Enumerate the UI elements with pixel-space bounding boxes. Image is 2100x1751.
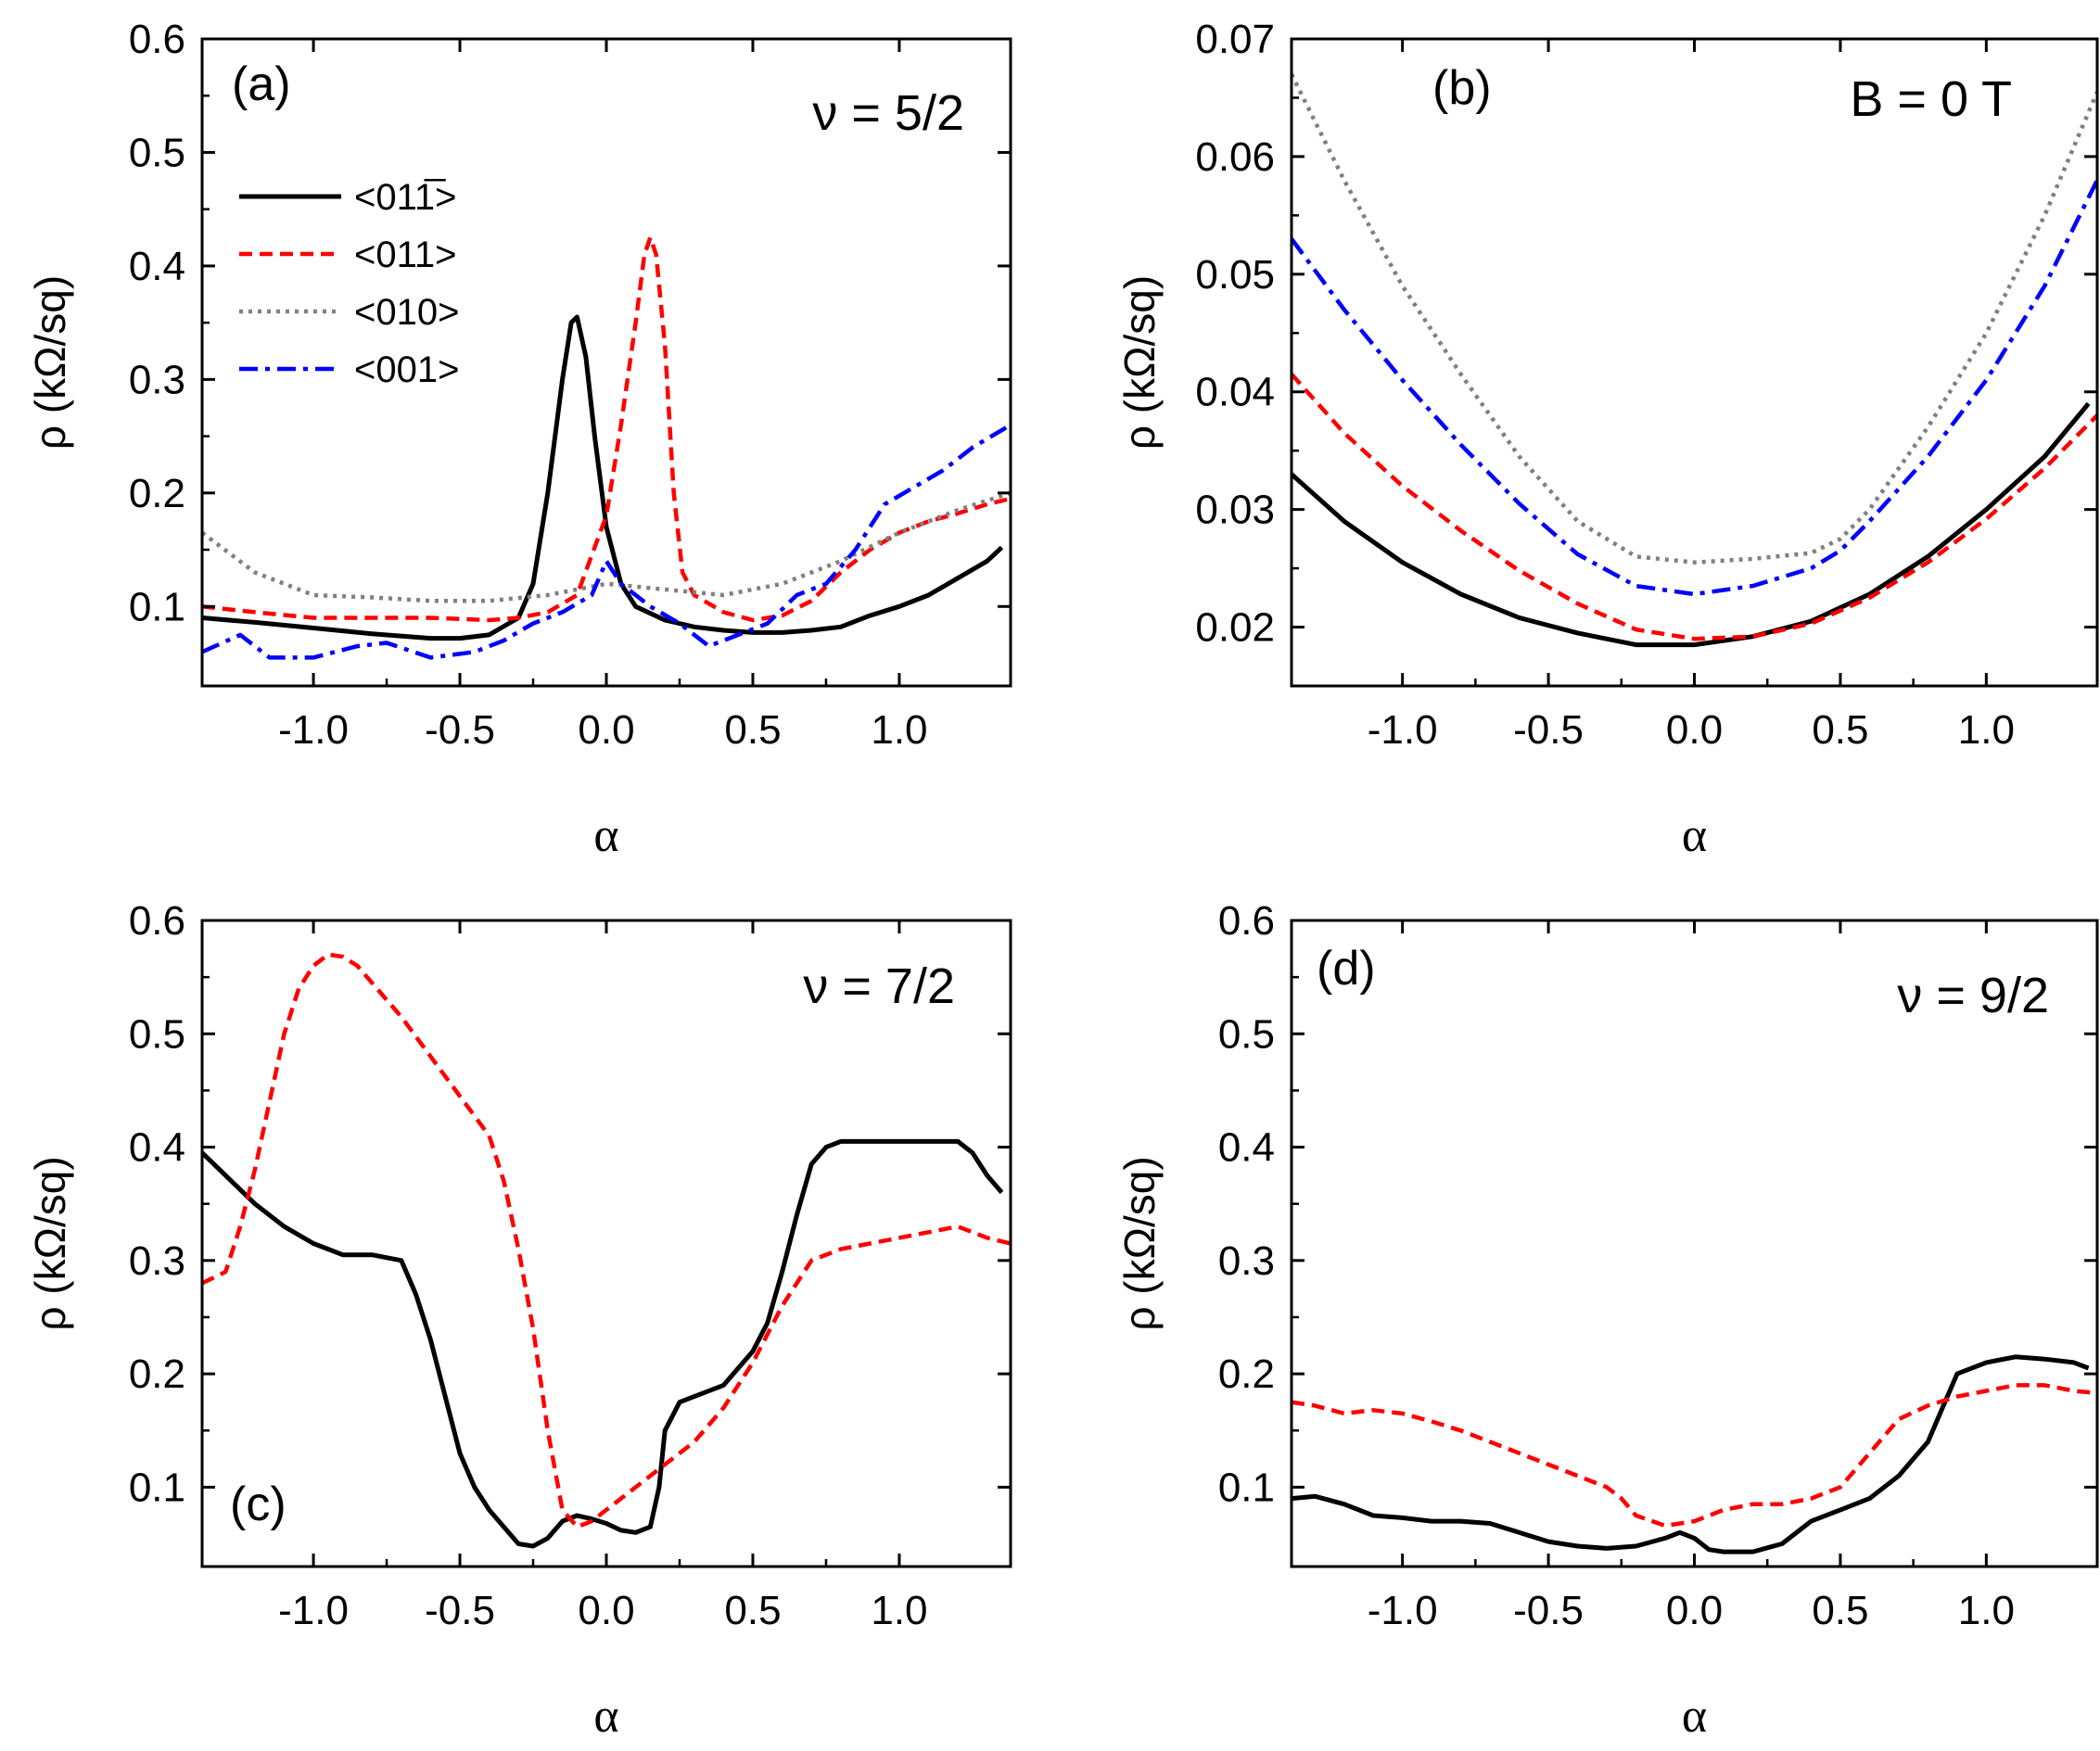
panel-a-ytick-label: 0.1 — [129, 584, 185, 629]
panel-b-ytick-label: 0.03 — [1195, 488, 1275, 533]
panel-a-xtick-label: -0.5 — [425, 707, 495, 753]
panel-b-ytick-label: 0.04 — [1195, 370, 1275, 415]
panel-b-xtick-label: -1.0 — [1368, 707, 1438, 753]
panel-b-plot-frame — [1290, 37, 2099, 688]
panel-c-series — [202, 952, 1011, 1549]
panel-b-xtick-label: 0.5 — [1812, 707, 1868, 753]
panel-a-ylabel: ρ (kΩ/sq) — [26, 275, 74, 450]
panel-a-annotation: ν = 5/2 — [812, 85, 964, 141]
panel-b-xtick-label: -0.5 — [1513, 707, 1584, 753]
panel-b-letter: (b) — [1432, 61, 1492, 115]
panel-b: -1.0 -0.5 0.0 0.5 1.0 0.02 0.03 0.04 0.05 0.06 0.0… — [1115, 17, 2099, 862]
panel-a-xlabel: α — [593, 809, 618, 862]
panel-b-series-0-line — [1292, 401, 2091, 648]
panel-d-xtick-label: -1.0 — [1368, 1588, 1438, 1633]
panel-d-series — [1292, 1354, 2097, 1554]
panel-c-series-1-line — [202, 952, 1011, 1529]
panel-a-xtick-label: 0.0 — [578, 707, 634, 753]
panel-a-xtick-label: -1.0 — [278, 707, 349, 753]
panel-b-xtick-label: 0.0 — [1666, 707, 1723, 753]
panel-d-ytick-label: 0.3 — [1218, 1238, 1275, 1284]
panel-d-ytick-label: 0.2 — [1218, 1351, 1275, 1397]
panel-c-xtick-label: 0.0 — [578, 1588, 634, 1633]
panel-c-plot-frame — [200, 919, 1012, 1568]
panel-c-xtick-label: 1.0 — [871, 1588, 927, 1633]
panel-b-ytick-label: 0.07 — [1195, 17, 1275, 62]
panel-d-ytick-label: 0.4 — [1218, 1125, 1275, 1171]
panel-a-legend-label-0: <011̅> — [354, 177, 457, 218]
panel-b-ytick-label: 0.06 — [1195, 134, 1275, 180]
panel-b-annotation: B = 0 T — [1850, 71, 2012, 127]
panel-d-letter: (d) — [1317, 942, 1376, 996]
panel-d-series-0-line — [1292, 1354, 2090, 1554]
panel-d-xtick-label: 1.0 — [1958, 1588, 2015, 1633]
panel-a-series-2-line — [202, 490, 1011, 603]
panel-d-annotation: ν = 9/2 — [1897, 968, 2049, 1023]
panel-a-letter: (a) — [232, 57, 291, 111]
panel-a: -1.0 -0.5 0.0 0.5 1.0 0.1 0.2 0.3 0.4 0.5 0.6 α ρ (k… — [26, 17, 1012, 862]
panel-c-xtick-label: -0.5 — [425, 1588, 495, 1633]
panel-d-xlabel: α — [1682, 1690, 1707, 1743]
panel-c-series-0-line — [202, 1138, 1004, 1549]
panel-b-ytick-label: 0.02 — [1195, 605, 1275, 651]
panel-c-ytick-label: 0.5 — [129, 1011, 185, 1057]
panel-d-ytick-label: 0.6 — [1218, 898, 1275, 944]
panel-c-ytick-label: 0.4 — [129, 1125, 185, 1171]
panel-a-ytick-label: 0.6 — [129, 17, 185, 62]
panel-a-ytick-label: 0.5 — [129, 130, 185, 175]
panel-b-series-1-line — [1292, 373, 2097, 641]
panel-c-xlabel: α — [593, 1690, 618, 1743]
panel-c-letter: (c) — [230, 1478, 286, 1531]
panel-a-legend: <011̅> <011> <010> <001> — [239, 177, 459, 390]
panel-a-series — [202, 235, 1011, 660]
panel-b-series-3-line — [1292, 179, 2097, 597]
panel-b-series-2-line — [1292, 73, 2097, 565]
panel-a-legend-label-2: <010> — [354, 292, 459, 333]
panel-a-legend-label-1: <011> — [354, 235, 457, 275]
panel-c-ytick-label: 0.2 — [129, 1351, 185, 1397]
panel-d-xtick-label: 0.0 — [1666, 1588, 1723, 1633]
panel-c-ylabel: ρ (kΩ/sq) — [26, 1156, 74, 1330]
panel-d-xtick-label: 0.5 — [1812, 1588, 1868, 1633]
panel-b-xlabel: α — [1682, 809, 1707, 862]
panel-d-ytick-label: 0.5 — [1218, 1011, 1275, 1057]
panel-d-series-1-line — [1292, 1383, 2097, 1529]
panel-b-ytick-label: 0.05 — [1195, 252, 1275, 298]
panel-c-xtick-label: 0.5 — [724, 1588, 781, 1633]
panel-c-ytick-label: 0.3 — [129, 1238, 185, 1284]
panel-b-ylabel: ρ (kΩ/sq) — [1115, 275, 1164, 450]
panel-d-xtick-label: -0.5 — [1513, 1588, 1584, 1633]
panel-a-series-1-line — [202, 235, 1011, 623]
panel-c-ytick-label: 0.1 — [129, 1465, 185, 1510]
panel-d: -1.0 -0.5 0.0 0.5 1.0 0.1 0.2 0.3 0.4 0.5 0.6 α ρ (k… — [1115, 898, 2099, 1743]
panel-d-ytick-label: 0.1 — [1218, 1465, 1275, 1510]
panel-d-ylabel: ρ (kΩ/sq) — [1115, 1156, 1164, 1330]
panel-a-xtick-label: 0.5 — [724, 707, 781, 753]
panel-a-legend-label-3: <001> — [354, 349, 459, 390]
panel-a-ytick-label: 0.2 — [129, 471, 185, 516]
panel-c-ytick-label: 0.6 — [129, 898, 185, 944]
panel-a-series-0-line — [202, 314, 1004, 641]
panel-b-xtick-label: 1.0 — [1958, 707, 2015, 753]
panel-a-ytick-label: 0.4 — [129, 244, 185, 289]
panel-a-series-3-line — [202, 423, 1011, 660]
panel-a-ytick-label: 0.3 — [129, 357, 185, 402]
panel-c-xtick-label: -1.0 — [278, 1588, 349, 1633]
panel-c-annotation: ν = 7/2 — [803, 958, 955, 1014]
panel-c: -1.0 -0.5 0.0 0.5 1.0 0.1 0.2 0.3 0.4 0.5 0.6 α ρ (k… — [26, 898, 1012, 1743]
panel-a-xtick-label: 1.0 — [871, 707, 927, 753]
panel-b-series — [1292, 73, 2097, 648]
